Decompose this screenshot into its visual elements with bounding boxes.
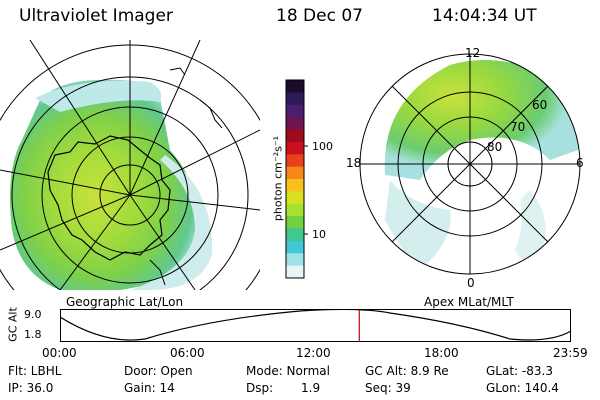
date-label: 18 Dec 07 <box>276 6 363 26</box>
status-glat: GLat: -83.3 <box>486 364 553 378</box>
colorbar-cell <box>286 265 304 279</box>
time-tick-1200: 12:00 <box>296 346 331 360</box>
status-seq: Seq: 39 <box>365 381 411 395</box>
orbit-y-top: 9.0 <box>24 308 42 321</box>
colorbar <box>285 79 308 279</box>
left-panel-caption: Geographic Lat/Lon <box>66 295 184 309</box>
mlt-label-0: 0 <box>467 276 475 290</box>
lat-label-80: 80 <box>487 140 503 154</box>
mlt-label-18: 18 <box>346 156 362 170</box>
colorbar-cell <box>286 166 304 180</box>
mlt-label-6: 6 <box>576 156 584 170</box>
status-gc-alt: GC Alt: 8.9 Re <box>365 364 449 378</box>
colorbar-cell <box>286 253 304 267</box>
colorbar-cell <box>286 104 304 118</box>
colorbar-cell <box>286 92 304 106</box>
colorbar-cell <box>286 228 304 242</box>
aurora-diffuse-right <box>385 180 451 270</box>
orbit-y-bottom: 1.8 <box>24 328 42 341</box>
status-glon: GLon: 140.4 <box>486 381 559 395</box>
status-flt: Flt: LBHL <box>8 364 62 378</box>
colorbar-cell <box>286 179 304 192</box>
aurora-emission-left <box>9 79 201 290</box>
orbit-altitude-curve <box>60 309 572 341</box>
colorbar-frame <box>285 79 305 279</box>
time-tick-1800: 18:00 <box>424 346 459 360</box>
orbit-altitude-plot <box>60 309 572 342</box>
instrument-title: Ultraviolet Imager <box>19 6 173 26</box>
colorbar-cell <box>286 191 304 205</box>
orbit-plot-frame <box>60 309 571 342</box>
time-tick-2359: 23:59 <box>553 346 588 360</box>
colorbar-tick-100: 100 <box>312 140 333 153</box>
lat-label-60: 60 <box>532 98 548 112</box>
geographic-map <box>0 40 260 290</box>
orbit-axis-label: GC Alt <box>6 307 20 342</box>
colorbar-cell <box>286 240 304 254</box>
aurora-diffuse-left <box>130 155 213 290</box>
lat-label-70: 70 <box>510 120 526 134</box>
status-mode: Mode: Normal <box>246 364 330 378</box>
colorbar-cell <box>286 129 304 143</box>
aurora-diffuse-right-2 <box>515 190 546 262</box>
status-dsp-value: 1.9 <box>301 381 321 395</box>
colorbar-unit-label: photon cm⁻²s⁻¹ <box>271 135 285 222</box>
colorbar-cell <box>286 154 304 168</box>
status-door: Door: Open <box>124 364 193 378</box>
colorbar-scale <box>286 80 304 279</box>
aurora-oval-emission <box>384 60 579 180</box>
status-ip: IP: 36.0 <box>8 381 54 395</box>
colorbar-cell <box>286 141 304 155</box>
colorbar-tick-10: 10 <box>312 228 326 241</box>
coastline-antarctica <box>47 135 171 261</box>
colorbar-cell <box>286 117 304 130</box>
time-tick-0000: 00:00 <box>42 346 77 360</box>
right-panel-caption: Apex MLat/MLT <box>424 295 514 309</box>
time-label: 14:04:34 UT <box>432 6 537 26</box>
status-dsp-label: Dsp: <box>246 381 274 395</box>
colorbar-cell <box>286 203 304 217</box>
time-tick-0600: 06:00 <box>170 346 205 360</box>
colorbar-cell <box>286 216 304 229</box>
status-gain: Gain: 14 <box>124 381 175 395</box>
coastline-fragment <box>149 67 223 286</box>
mlt-label-12: 12 <box>465 46 481 60</box>
colorbar-cell <box>286 80 304 93</box>
polar-plot <box>359 53 581 275</box>
